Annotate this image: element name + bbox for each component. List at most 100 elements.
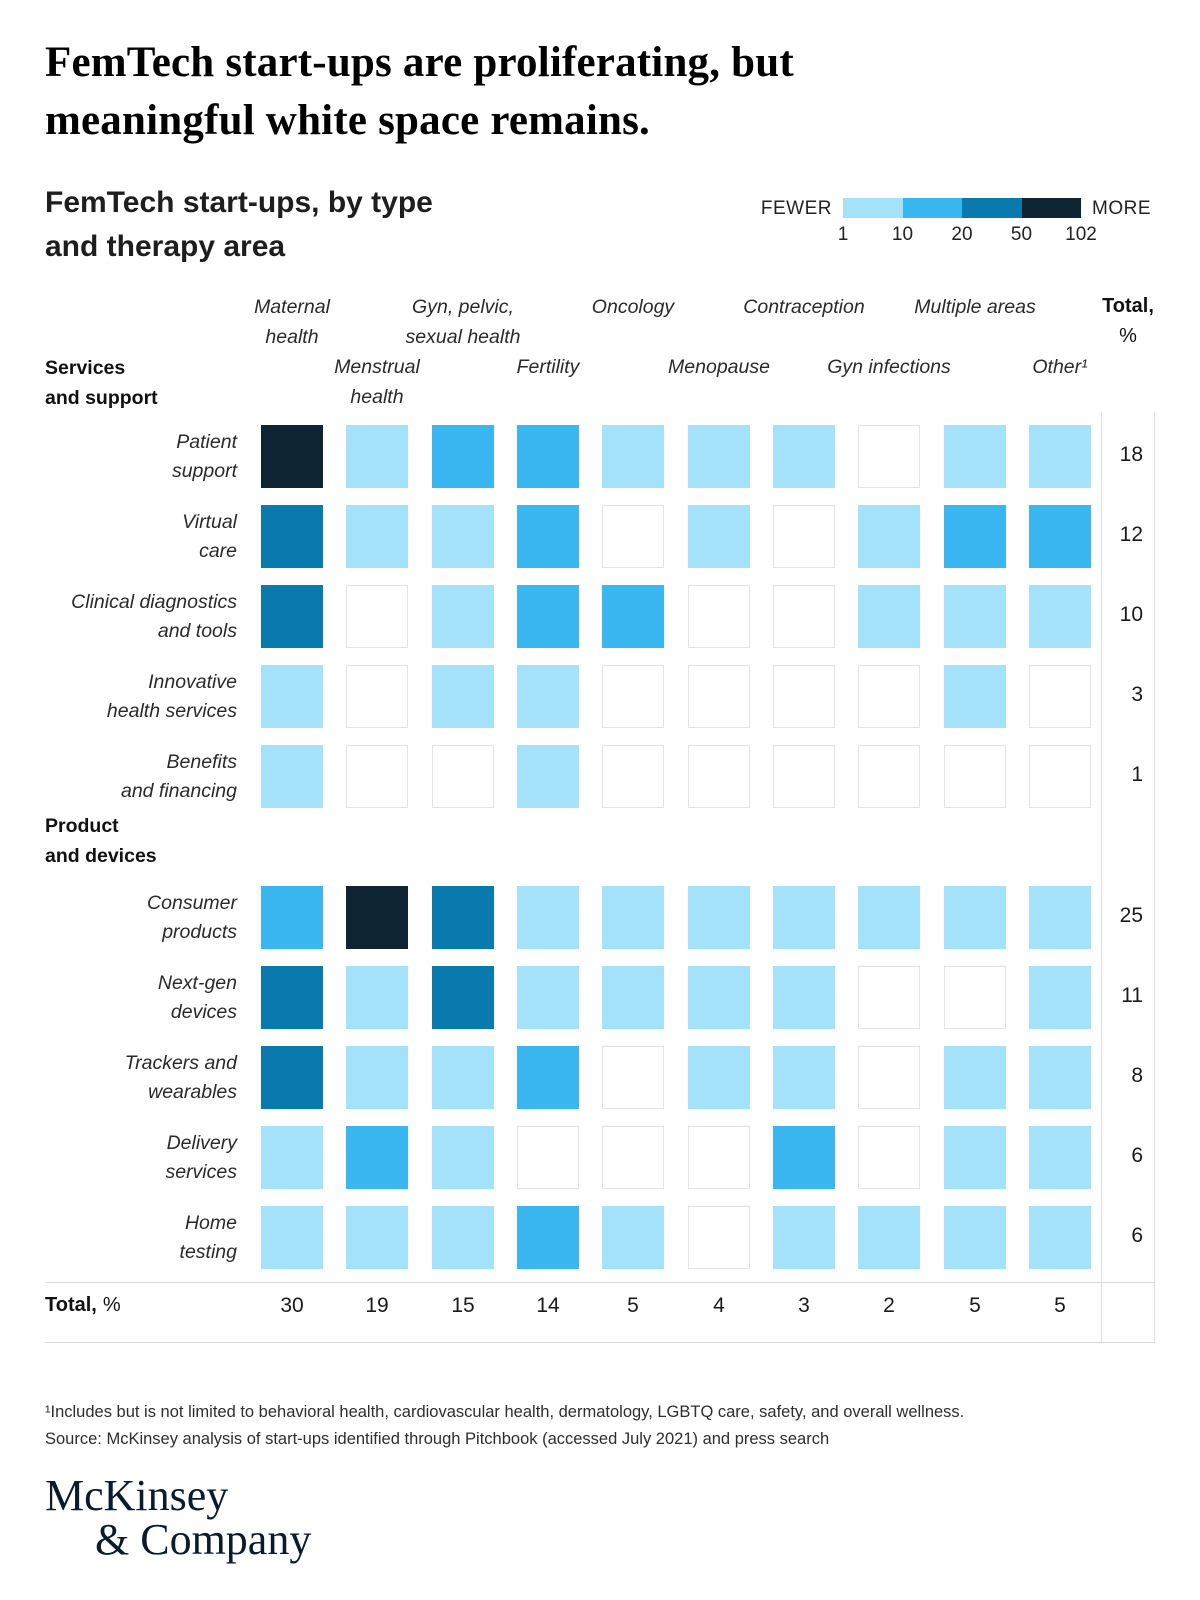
- heatmap-cell: [346, 745, 408, 808]
- heatmap-cell: [1029, 665, 1091, 728]
- legend-tick: 20: [951, 224, 973, 245]
- section-label-line: Services: [45, 357, 126, 379]
- row-label-line: and tools: [157, 620, 237, 642]
- heatmap-cell: [858, 886, 920, 949]
- column-header-line: sexual health: [405, 326, 521, 348]
- heatmap-cell: [346, 665, 408, 728]
- heatmap-cell: [773, 425, 835, 488]
- heatmap-cell: [517, 505, 579, 568]
- heatmap-cell: [517, 745, 579, 808]
- row-label-line: Clinical diagnostics: [71, 591, 237, 613]
- heatmap-cell: [602, 425, 664, 488]
- column-total-label-bold: Total,: [45, 1294, 97, 1316]
- page-title-line2: meaningful white space remains.: [45, 97, 651, 144]
- section-label-line: and support: [45, 387, 158, 409]
- row-label-line: Virtual: [182, 511, 237, 533]
- row-label: Trackers and wearables: [0, 1049, 237, 1107]
- row-label-line: Patient: [176, 431, 237, 453]
- section-label: Services and support: [45, 353, 158, 413]
- heatmap-cell: [346, 966, 408, 1029]
- heatmap-cell: [517, 1206, 579, 1269]
- column-header: Multiple areas: [914, 292, 1035, 322]
- row-label-line: products: [162, 921, 237, 943]
- legend-segment-4: [1021, 198, 1081, 218]
- heatmap-cell: [688, 1126, 750, 1189]
- column-header-line: Other¹: [1032, 356, 1088, 378]
- logo-line2: & Company: [95, 1515, 312, 1564]
- heatmap-cell: [261, 745, 323, 808]
- heatmap-cell: [432, 1126, 494, 1189]
- heatmap-cell: [432, 1046, 494, 1109]
- column-header-line: health: [350, 386, 404, 408]
- row-label: Clinical diagnostics and tools: [0, 588, 237, 646]
- section-label-line: and devices: [45, 845, 157, 867]
- legend-more-label: MORE: [1092, 198, 1151, 219]
- heatmap-cell: [773, 1046, 835, 1109]
- row-total-value: 11: [1121, 984, 1143, 1007]
- heatmap-cell: [517, 886, 579, 949]
- legend-tick: 50: [1010, 224, 1033, 245]
- heatmap-cell: [773, 1206, 835, 1269]
- heatmap-cell: [944, 966, 1006, 1029]
- row-label-line: devices: [170, 1001, 237, 1023]
- heatmap-cell: [602, 1126, 664, 1189]
- row-total-value: 3: [1131, 683, 1143, 706]
- column-total-value: 14: [536, 1294, 560, 1317]
- heatmap-cell: [688, 745, 750, 808]
- heatmap-cell: [944, 886, 1006, 949]
- heatmap-cell: [346, 425, 408, 488]
- row-label-line: testing: [179, 1241, 237, 1263]
- heatmap-cell: [773, 966, 835, 1029]
- heatmap-cell: [432, 966, 494, 1029]
- column-header: Menopause: [668, 352, 770, 382]
- column-total-value: 5: [969, 1294, 981, 1317]
- section-label-line: Product: [45, 815, 119, 837]
- heatmap-cell: [261, 1046, 323, 1109]
- heatmap-cell: [773, 505, 835, 568]
- totals-column-divider-left: [1101, 412, 1102, 1343]
- heatmap-cell: [517, 966, 579, 1029]
- row-label: Benefits and financing: [0, 748, 237, 806]
- mckinsey-logo: McKinsey & Company: [45, 1474, 311, 1562]
- heatmap-cell: [602, 505, 664, 568]
- heatmap-cell: [858, 585, 920, 648]
- heatmap-cell: [858, 665, 920, 728]
- heatmap-cell: [1029, 505, 1091, 568]
- column-total-value: 4: [713, 1294, 725, 1317]
- row-total-header-line2: %: [1119, 325, 1137, 347]
- heatmap-cell: [261, 1126, 323, 1189]
- page-title-line1: FemTech start-ups are proliferating, but: [45, 39, 794, 86]
- heatmap-cell: [432, 505, 494, 568]
- column-header: Gyn infections: [827, 352, 951, 382]
- row-label-line: support: [171, 460, 237, 482]
- heatmap-cell: [261, 886, 323, 949]
- row-total-value: 6: [1131, 1224, 1143, 1247]
- heatmap-cell: [346, 886, 408, 949]
- heatmap-cell: [688, 585, 750, 648]
- heatmap-cell: [1029, 886, 1091, 949]
- heatmap-cell: [944, 1206, 1006, 1269]
- heatmap-cell: [432, 425, 494, 488]
- column-total-row-label: Total,%: [45, 1294, 121, 1317]
- heatmap-cell: [432, 585, 494, 648]
- chart-subtitle: FemTech start-ups, by type and therapy a…: [45, 181, 433, 269]
- heatmap-cell: [773, 665, 835, 728]
- heatmap-cell: [261, 966, 323, 1029]
- heatmap-cell: [944, 585, 1006, 648]
- row-total-value: 6: [1131, 1144, 1143, 1167]
- row-label-line: Benefits: [166, 751, 237, 773]
- heatmap-cell: [517, 585, 579, 648]
- column-header-line: Contraception: [743, 296, 865, 318]
- row-total-value: 1: [1131, 763, 1143, 786]
- totals-row-divider-bottom: [45, 1342, 1155, 1343]
- heatmap-cell: [261, 665, 323, 728]
- row-label: Patient support: [0, 428, 237, 486]
- row-label-line: Home: [184, 1212, 237, 1234]
- heatmap-cell: [688, 425, 750, 488]
- column-total-value: 15: [451, 1294, 475, 1317]
- heatmap-cell: [1029, 966, 1091, 1029]
- row-total-value: 25: [1119, 904, 1143, 927]
- heatmap-cell: [432, 665, 494, 728]
- section-label: Product and devices: [45, 811, 157, 871]
- column-header: Menstrual health: [334, 352, 420, 412]
